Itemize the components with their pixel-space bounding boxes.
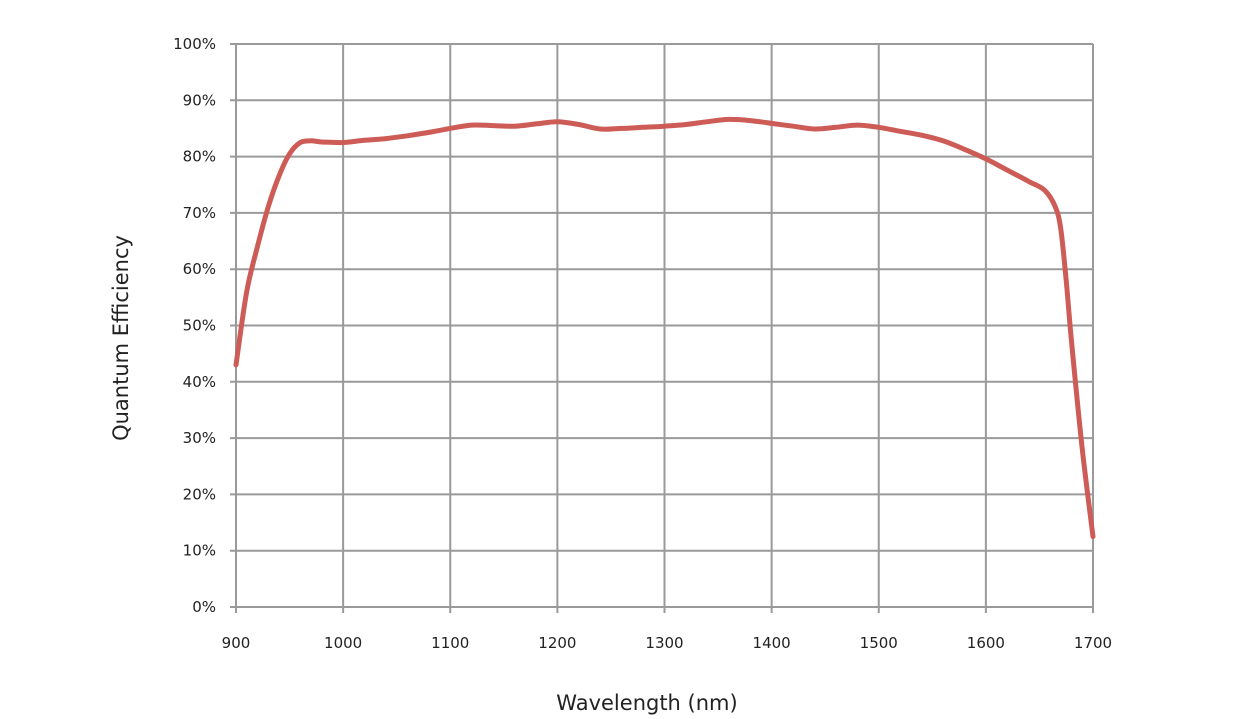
y-tick-label: 70% [183,204,216,222]
y-tick-label: 50% [183,317,216,335]
x-tick-label: 1100 [431,634,469,652]
y-tick-label: 100% [173,35,216,53]
x-axis-title: Wavelength (nm) [556,691,737,715]
y-axis-title: Quantum Efficiency [109,235,133,441]
x-tick-label: 1700 [1074,634,1112,652]
y-tick-label: 10% [183,542,216,560]
x-tick-labels: 900 1000 1100 1200 1300 1400 1500 1600 1700 [222,634,1112,652]
y-tick-label: 20% [183,485,216,503]
x-tick-label: 1200 [538,634,576,652]
y-tick-label: 30% [183,429,216,447]
x-tick-label: 1400 [753,634,791,652]
grid [230,43,1094,613]
y-tick-label: 0% [192,598,216,616]
x-tick-label: 1600 [967,634,1005,652]
x-tick-label: 1500 [860,634,898,652]
x-tick-label: 1300 [645,634,683,652]
y-tick-label: 40% [183,373,216,391]
y-tick-labels: 0% 10% 20% 30% 40% 50% 60% 70% 80% 90% 100% [173,35,216,616]
y-tick-label: 90% [183,91,216,109]
x-tick-label: 1000 [324,634,362,652]
series-line [233,116,1096,540]
y-tick-label: 60% [183,260,216,278]
x-tick-label: 900 [222,634,251,652]
y-tick-label: 80% [183,148,216,166]
